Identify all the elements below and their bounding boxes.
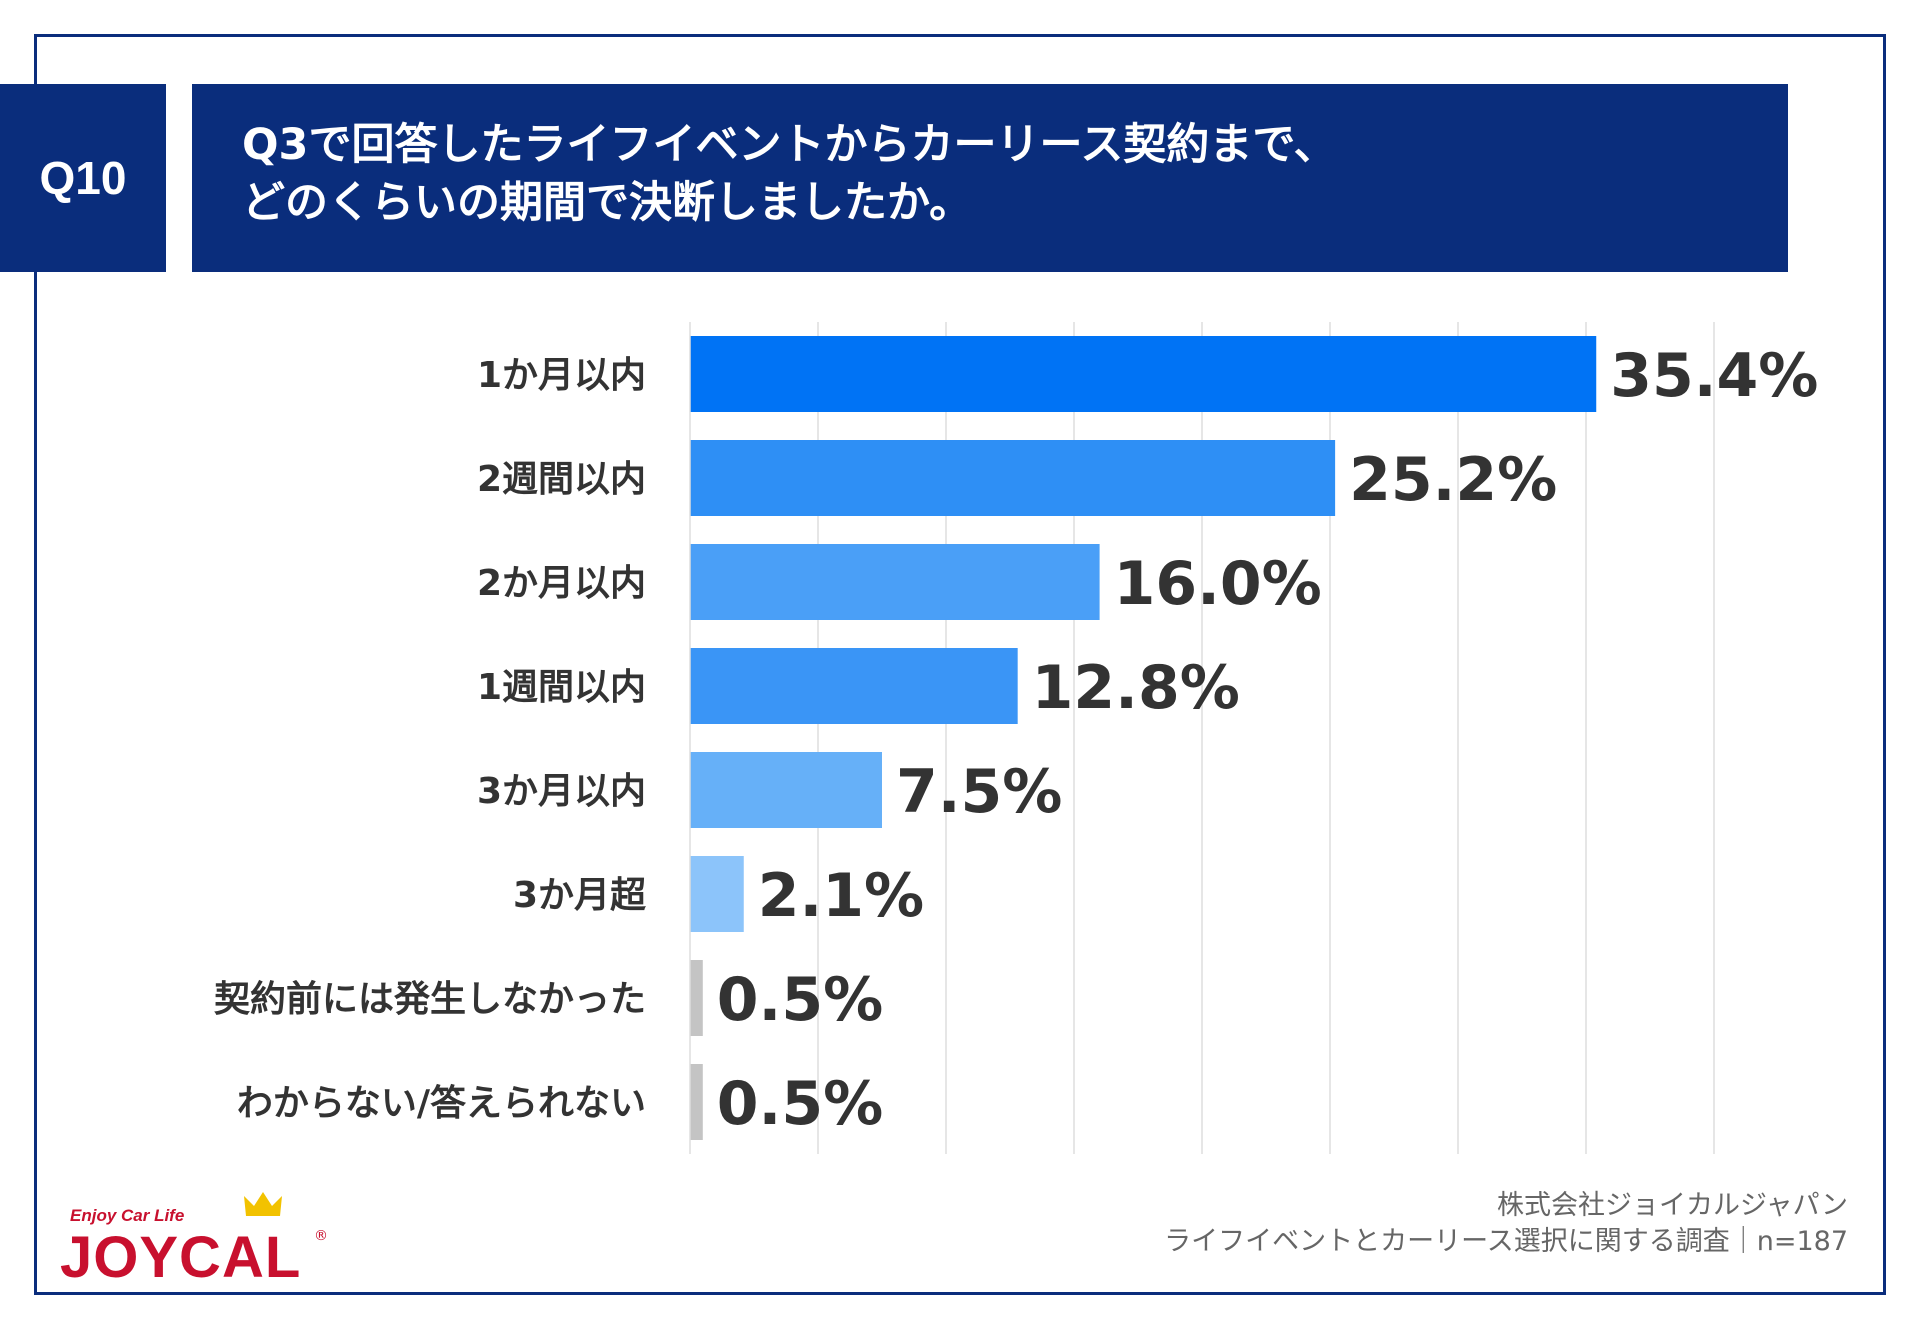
question-number: Q10 xyxy=(39,152,127,204)
value-label: 0.5% xyxy=(717,1069,883,1139)
value-label: 7.5% xyxy=(896,757,1062,827)
footer-credit: 株式会社ジョイカルジャパン ライフイベントとカーリース選択に関する調査｜n=18… xyxy=(1164,1188,1848,1260)
question-title-line-2: どのくらいの期間で決断しましたか。 xyxy=(242,178,973,228)
bar-2 xyxy=(690,440,1336,516)
crown-icon xyxy=(244,1192,282,1216)
value-label: 25.2% xyxy=(1349,445,1557,515)
bar-6 xyxy=(690,856,744,932)
bar-4 xyxy=(690,648,1018,724)
question-number-badge: Q10 xyxy=(0,84,166,272)
category-label: 3か月以内 xyxy=(477,771,646,812)
question-title-line-1: Q3で回答したライフイベントからカーリース契約まで、 xyxy=(242,120,1337,170)
category-label: 2か月以内 xyxy=(477,563,646,604)
category-label: 3か月超 xyxy=(513,875,647,916)
category-label: わからない/答えられない xyxy=(237,1083,646,1124)
value-label: 16.0% xyxy=(1114,549,1322,619)
category-label: 2週間以内 xyxy=(477,459,646,500)
value-label: 2.1% xyxy=(758,861,924,931)
chart-frame xyxy=(34,34,1886,1295)
bar-1 xyxy=(690,336,1597,412)
category-label: 1か月以内 xyxy=(477,355,646,396)
footer-company: 株式会社ジョイカルジャパン xyxy=(1497,1190,1848,1221)
bar-8 xyxy=(690,1064,703,1140)
value-label: 35.4% xyxy=(1610,341,1818,411)
value-label: 0.5% xyxy=(717,965,883,1035)
logo-registered-mark: ® xyxy=(314,1228,328,1244)
bar-5 xyxy=(690,752,882,828)
bar-3 xyxy=(690,544,1100,620)
logo-wordmark: JOYCAL xyxy=(60,1225,302,1290)
question-title-box: Q3で回答したライフイベントからカーリース契約まで、 どのくらいの期間で決断しま… xyxy=(192,84,1788,272)
value-label: 12.8% xyxy=(1032,653,1240,723)
category-label: 契約前には発生しなかった xyxy=(214,979,646,1020)
logo-tagline: Enjoy Car Life xyxy=(70,1206,185,1225)
category-label: 1週間以内 xyxy=(477,667,646,708)
footer-survey: ライフイベントとカーリース選択に関する調査｜n=187 xyxy=(1164,1226,1848,1257)
joycal-logo: Enjoy Car Life JOYCAL ® xyxy=(60,1190,340,1290)
bar-7 xyxy=(690,960,703,1036)
